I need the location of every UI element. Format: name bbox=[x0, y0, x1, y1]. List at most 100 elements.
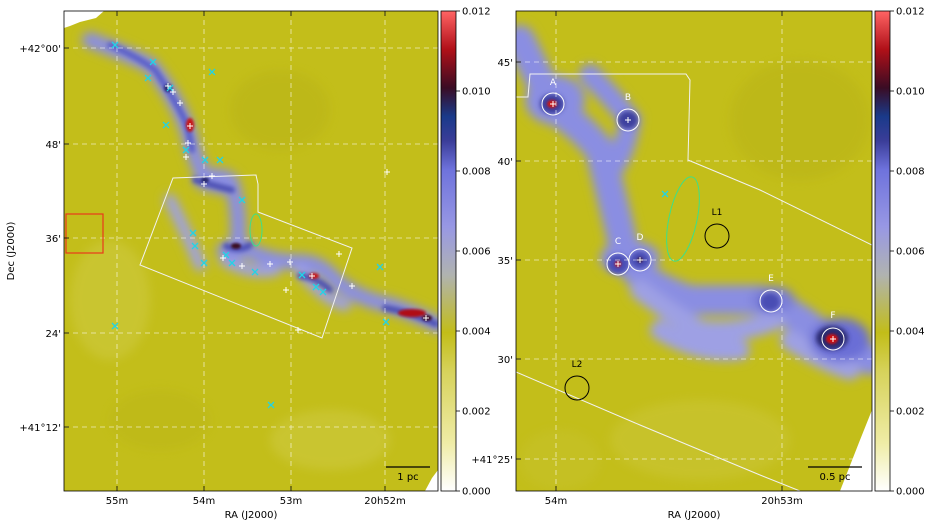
plus-marker bbox=[209, 173, 215, 179]
left-map-blank-corner bbox=[64, 11, 104, 28]
colorbar-tick-label: 0.006 bbox=[462, 247, 491, 258]
cross-marker bbox=[238, 196, 246, 204]
left-x-axis-title: RA (J2000) bbox=[225, 510, 278, 521]
colorbar-tick-label: 0.012 bbox=[896, 7, 925, 18]
right-colorbar: 0.000 0.002 0.004 0.006 0.008 0.010 0.012 bbox=[874, 7, 925, 498]
plus-marker bbox=[336, 251, 342, 257]
plus-marker bbox=[177, 100, 183, 106]
plus-marker bbox=[295, 327, 301, 333]
colorbar-tick-label: 0.002 bbox=[896, 407, 925, 418]
source-label-l1: L1 bbox=[712, 208, 723, 218]
colorbar-tick-label: 0.008 bbox=[462, 167, 491, 178]
colorbar-tick-label: 0.012 bbox=[462, 7, 491, 18]
cross-marker bbox=[111, 41, 119, 49]
left-map-blank-corner-2 bbox=[425, 470, 438, 491]
left-y-axis-title: Dec (J2000) bbox=[6, 222, 17, 281]
cross-marker bbox=[661, 190, 669, 198]
colorbar-tick-label: 0.006 bbox=[896, 247, 925, 258]
left-grid bbox=[64, 11, 438, 491]
right-source-markers bbox=[550, 101, 836, 342]
cross-marker bbox=[251, 268, 259, 276]
source-circle-e bbox=[759, 289, 783, 313]
right-filament-core bbox=[540, 94, 848, 350]
plus-marker bbox=[830, 336, 836, 342]
left-y-tick: 48' bbox=[46, 140, 61, 151]
source-circle-f bbox=[821, 327, 845, 351]
plus-marker bbox=[183, 154, 189, 160]
colorbar-tick-label: 0.010 bbox=[462, 87, 491, 98]
left-x-tick: 55m bbox=[106, 496, 128, 507]
left-y-tick: +42°00' bbox=[19, 44, 61, 55]
cross-marker bbox=[376, 263, 384, 271]
left-colorbar-ticks: 0.000 0.002 0.004 0.006 0.008 0.010 0.012 bbox=[456, 7, 491, 498]
plus-marker bbox=[384, 169, 390, 175]
plus-marker bbox=[239, 263, 245, 269]
source-circle-a bbox=[541, 92, 565, 116]
left-y-tick-labels: +42°00' 48' 36' 24' +41°12' bbox=[19, 44, 61, 434]
left-x-tick: 53m bbox=[280, 496, 302, 507]
left-red-reference-box bbox=[65, 213, 104, 254]
right-colorbar-ticks: 0.000 0.002 0.004 0.006 0.008 0.010 0.012 bbox=[890, 7, 925, 498]
cross-marker bbox=[298, 271, 306, 279]
plus-marker bbox=[185, 140, 191, 146]
right-tick-marks bbox=[516, 11, 783, 491]
plus-marker bbox=[187, 123, 193, 129]
colorbar-tick-label: 0.002 bbox=[462, 407, 491, 418]
left-map-texture bbox=[70, 70, 390, 470]
plus-marker bbox=[201, 181, 207, 187]
right-source-circles bbox=[541, 92, 845, 401]
colorbar-tick-label: 0.004 bbox=[462, 327, 491, 338]
source-circle-c bbox=[606, 252, 630, 276]
right-y-tick: 40' bbox=[498, 157, 513, 168]
colorbar-tick-label: 0.004 bbox=[896, 327, 925, 338]
right-map-panel: A B C D E F L1 L2 0.5 pc bbox=[516, 11, 872, 491]
cross-marker bbox=[182, 146, 190, 154]
colorbar-tick-label: 0.000 bbox=[896, 487, 925, 498]
plus-marker bbox=[283, 287, 289, 293]
right-map-texture bbox=[520, 60, 870, 490]
plus-marker bbox=[267, 261, 273, 267]
plus-marker bbox=[625, 117, 631, 123]
plus-marker bbox=[309, 273, 315, 279]
cross-marker bbox=[144, 74, 152, 82]
plus-marker bbox=[423, 315, 429, 321]
right-y-tick: 30' bbox=[498, 355, 513, 366]
right-colorbar-gradient bbox=[874, 10, 891, 492]
source-label-c: C bbox=[615, 237, 621, 247]
left-y-tick: 36' bbox=[46, 234, 61, 245]
source-circle-d bbox=[628, 248, 652, 272]
source-label-l2: L2 bbox=[572, 360, 583, 370]
cross-marker bbox=[312, 283, 320, 291]
cross-marker bbox=[216, 156, 224, 164]
left-x-tick-labels: 55m 54m 53m 20h52m bbox=[106, 496, 406, 507]
cross-marker bbox=[382, 318, 390, 326]
source-label-f: F bbox=[830, 311, 835, 321]
right-y-tick: 45' bbox=[498, 58, 513, 69]
left-colorbar: 0.000 0.002 0.004 0.006 0.008 0.010 0.012 bbox=[440, 7, 491, 498]
cross-marker bbox=[162, 121, 170, 129]
cross-marker bbox=[228, 259, 236, 267]
plus-marker bbox=[220, 255, 226, 261]
cross-marker bbox=[208, 68, 216, 76]
left-source-markers bbox=[111, 41, 429, 409]
right-observation-footprint-lower bbox=[516, 371, 801, 491]
left-x-tick: 20h52m bbox=[364, 496, 406, 507]
cross-marker bbox=[200, 259, 208, 267]
cross-marker bbox=[267, 401, 275, 409]
cross-marker bbox=[149, 58, 157, 66]
right-map-frame bbox=[515, 10, 873, 492]
left-map-panel: 1 pc bbox=[64, 11, 438, 491]
cross-marker bbox=[201, 156, 209, 164]
left-y-tick: +41°12' bbox=[19, 423, 61, 434]
source-label-e: E bbox=[768, 274, 774, 284]
right-scale-bar-label: 0.5 pc bbox=[820, 472, 851, 483]
source-circle-l1 bbox=[704, 223, 730, 249]
right-x-tick-labels: 54m 20h53m bbox=[545, 496, 803, 507]
left-green-ellipse bbox=[249, 213, 263, 247]
cross-marker bbox=[111, 322, 119, 330]
left-colorbar-gradient bbox=[440, 10, 457, 492]
left-y-tick: 24' bbox=[46, 329, 61, 340]
left-scale-bar-label: 1 pc bbox=[397, 472, 418, 483]
source-circle-l2 bbox=[564, 375, 590, 401]
